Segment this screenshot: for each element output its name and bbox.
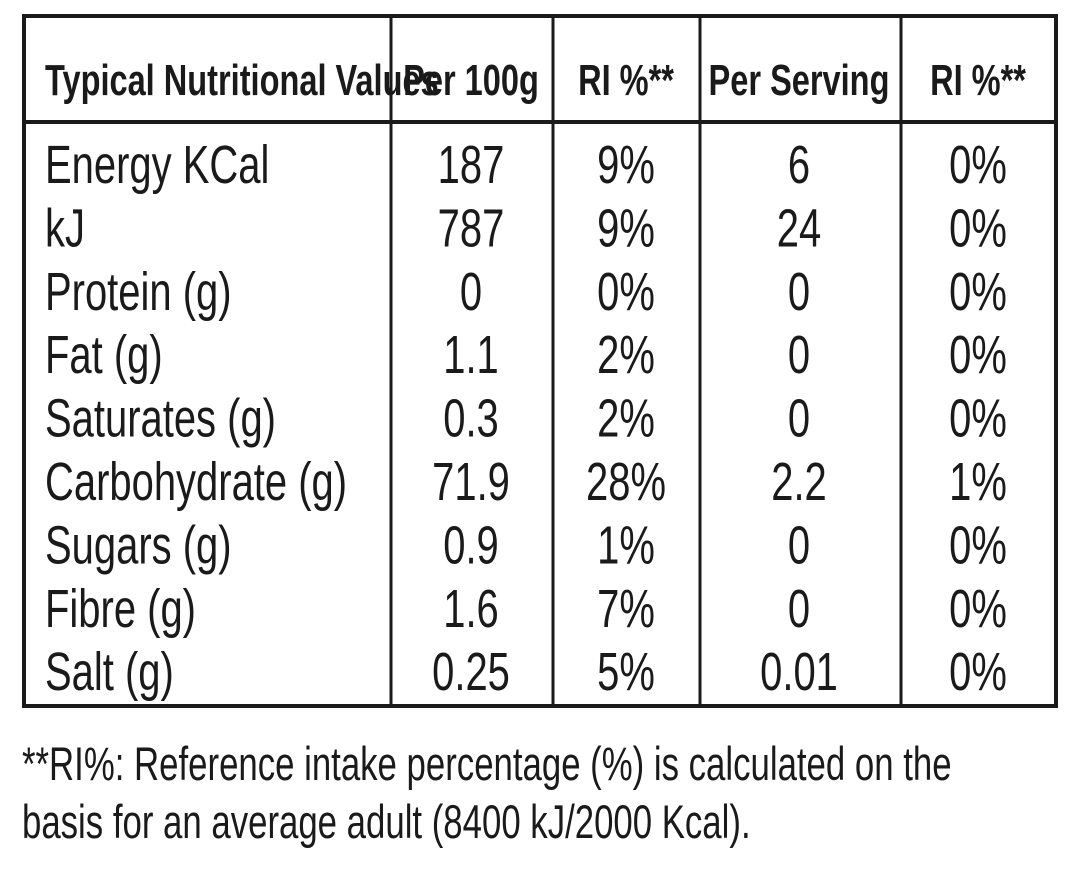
row-label: Sugars (g) [45,516,232,576]
cell-value: 71.9 [432,452,510,512]
footnote-line: **RI%: Reference intake percentage (%) i… [22,738,952,790]
cell-value: 2% [597,325,655,385]
cell-value: 0 [788,516,810,576]
cell-value: 2% [597,389,655,449]
cell-value: 9% [597,199,655,259]
header-cell: RI %** [578,56,675,105]
row-label: Energy KCal [45,135,269,195]
cell-value: 0 [788,389,810,449]
cell-value: 0% [949,325,1007,385]
cell-value: 0 [788,262,810,322]
row-label: Fibre (g) [45,579,196,639]
cell-value: 0.9 [443,516,499,576]
cell-value: 187 [438,135,505,195]
footnote-line: basis for an average adult (8400 kJ/2000… [22,796,751,848]
cell-value: 0 [788,325,810,385]
cell-value: 0.01 [760,642,838,702]
cell-value: 0.25 [432,642,510,702]
table-border [22,14,1058,708]
cell-value: 0% [949,135,1007,195]
row-label: Carbohydrate (g) [45,452,347,512]
row-label: Protein (g) [45,262,232,322]
cell-value: 0% [949,642,1007,702]
cell-value: 0% [597,262,655,322]
row-label: Salt (g) [45,642,174,702]
row-label: kJ [45,199,85,259]
cell-value: 0 [788,579,810,639]
cell-value: 5% [597,642,655,702]
header-cell: Per Serving [709,56,890,105]
cell-value: 1.6 [443,579,499,639]
cell-value: 7% [597,579,655,639]
row-label: Saturates (g) [45,389,276,449]
cell-value: 0% [949,199,1007,259]
cell-value: 0 [460,262,482,322]
header-cell: Typical Nutritional Values [45,56,439,105]
header-cell: RI %** [930,56,1027,105]
cell-value: 787 [438,199,505,259]
cell-value: 1.1 [443,325,499,385]
cell-value: 0% [949,579,1007,639]
cell-value: 0.3 [443,389,499,449]
cell-value: 24 [777,199,821,259]
header-cell: Per 100g [403,56,539,105]
cell-value: 28% [586,452,666,512]
cell-value: 1% [597,516,655,576]
cell-value: 1% [949,452,1007,512]
row-label: Fat (g) [45,325,163,385]
cell-value: 9% [597,135,655,195]
cell-value: 2.2 [771,452,827,512]
cell-value: 0% [949,389,1007,449]
cell-value: 6 [788,135,810,195]
cell-value: 0% [949,516,1007,576]
cell-value: 0% [949,262,1007,322]
